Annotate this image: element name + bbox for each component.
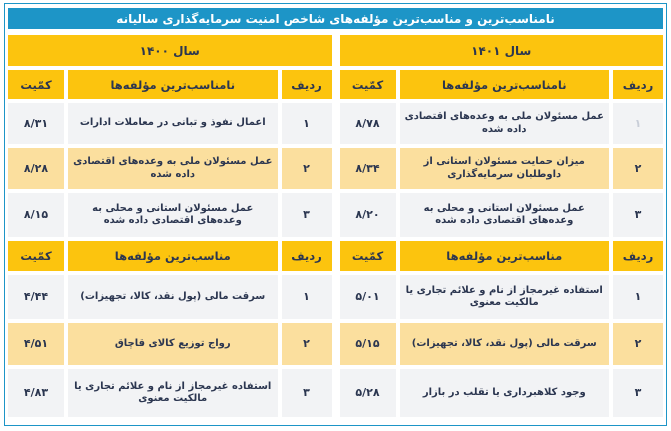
rank-column-header: ردیف [281,241,332,271]
table-title: نامناسب‌ترین و مناسب‌ترین مؤلفه‌های شاخص… [8,8,663,29]
quantity-column-header: کمّیت [339,241,396,271]
rank-cell: ۱ [281,275,332,319]
rank-cell: ۳ [281,369,332,417]
year-panels-container: سال ۱۴۰۱ ردیف نامناسب‌ترین مؤلفه‌ها کمّی… [7,35,664,419]
component-cell: عمل مسئولان استانی و محلی به وعده‌های اق… [399,193,609,237]
quantity-cell: ۸/۲۸ [8,148,64,189]
quantity-column-header: کمّیت [8,70,64,99]
component-cell: عمل مسئولان استانی و محلی به وعده‌های اق… [68,193,278,237]
year-panel-1400: سال ۱۴۰۰ ردیف نامناسب‌ترین مؤلفه‌ها کمّی… [8,35,332,419]
rank-cell: ۱ [613,275,663,319]
quantity-cell: ۵/۲۸ [339,369,396,417]
quantity-column-header: کمّیت [339,70,396,99]
component-cell: رواج توزیع کالای قاچاق [68,323,278,365]
component-cell: سرقت مالی (پول نقد، کالا، تجهیزات) [68,275,278,319]
component-cell: عمل مسئولان ملی به وعده‌های اقتصادی داده… [68,148,278,189]
table-frame: نامناسب‌ترین و مناسب‌ترین مؤلفه‌های شاخص… [4,3,667,426]
component-cell: سرقت مالی (پول نقد، کالا، تجهیزات) [399,323,609,365]
year-header: سال ۱۴۰۱ [339,35,663,66]
rank-cell: ۱ [613,103,663,144]
quantity-cell: ۸/۳۴ [339,148,396,189]
rank-cell: ۳ [281,193,332,237]
quantity-column-header: کمّیت [8,241,64,271]
rank-cell: ۲ [281,323,332,365]
year-header: سال ۱۴۰۰ [8,35,332,66]
quantity-cell: ۴/۸۳ [8,369,64,417]
worst-components-header: نامناسب‌ترین مؤلفه‌ها [68,70,278,99]
component-cell: استفاده غیرمجاز از نام و علائم تجاری یا … [68,369,278,417]
quantity-cell: ۵/۱۵ [339,323,396,365]
quantity-cell: ۸/۲۰ [339,193,396,237]
component-cell: وجود کلاهبرداری یا تقلب در بازار [399,369,609,417]
rank-cell: ۳ [613,369,663,417]
year-panel-1401: سال ۱۴۰۱ ردیف نامناسب‌ترین مؤلفه‌ها کمّی… [339,35,663,419]
rank-column-header: ردیف [613,241,663,271]
quantity-cell: ۵/۰۱ [339,275,396,319]
quantity-cell: ۴/۴۴ [8,275,64,319]
component-cell: میزان حمایت مسئولان استانی از داوطلبان س… [399,148,609,189]
component-cell: عمل مسئولان ملی به وعده‌های اقتصادی داده… [399,103,609,144]
quantity-cell: ۸/۷۸ [339,103,396,144]
component-cell: استفاده غیرمجاز از نام و علائم تجاری یا … [399,275,609,319]
rank-cell: ۱ [281,103,332,144]
component-cell: اعمال نفوذ و تبانی در معاملات ادارات [68,103,278,144]
quantity-cell: ۸/۳۱ [8,103,64,144]
rank-column-header: ردیف [281,70,332,99]
best-components-header: مناسب‌ترین مؤلفه‌ها [399,241,609,271]
quantity-cell: ۸/۱۵ [8,193,64,237]
rank-cell: ۲ [281,148,332,189]
best-components-header: مناسب‌ترین مؤلفه‌ها [68,241,278,271]
rank-cell: ۳ [613,193,663,237]
rank-cell: ۲ [613,323,663,365]
quantity-cell: ۴/۵۱ [8,323,64,365]
rank-column-header: ردیف [613,70,663,99]
worst-components-header: نامناسب‌ترین مؤلفه‌ها [399,70,609,99]
rank-cell: ۲ [613,148,663,189]
